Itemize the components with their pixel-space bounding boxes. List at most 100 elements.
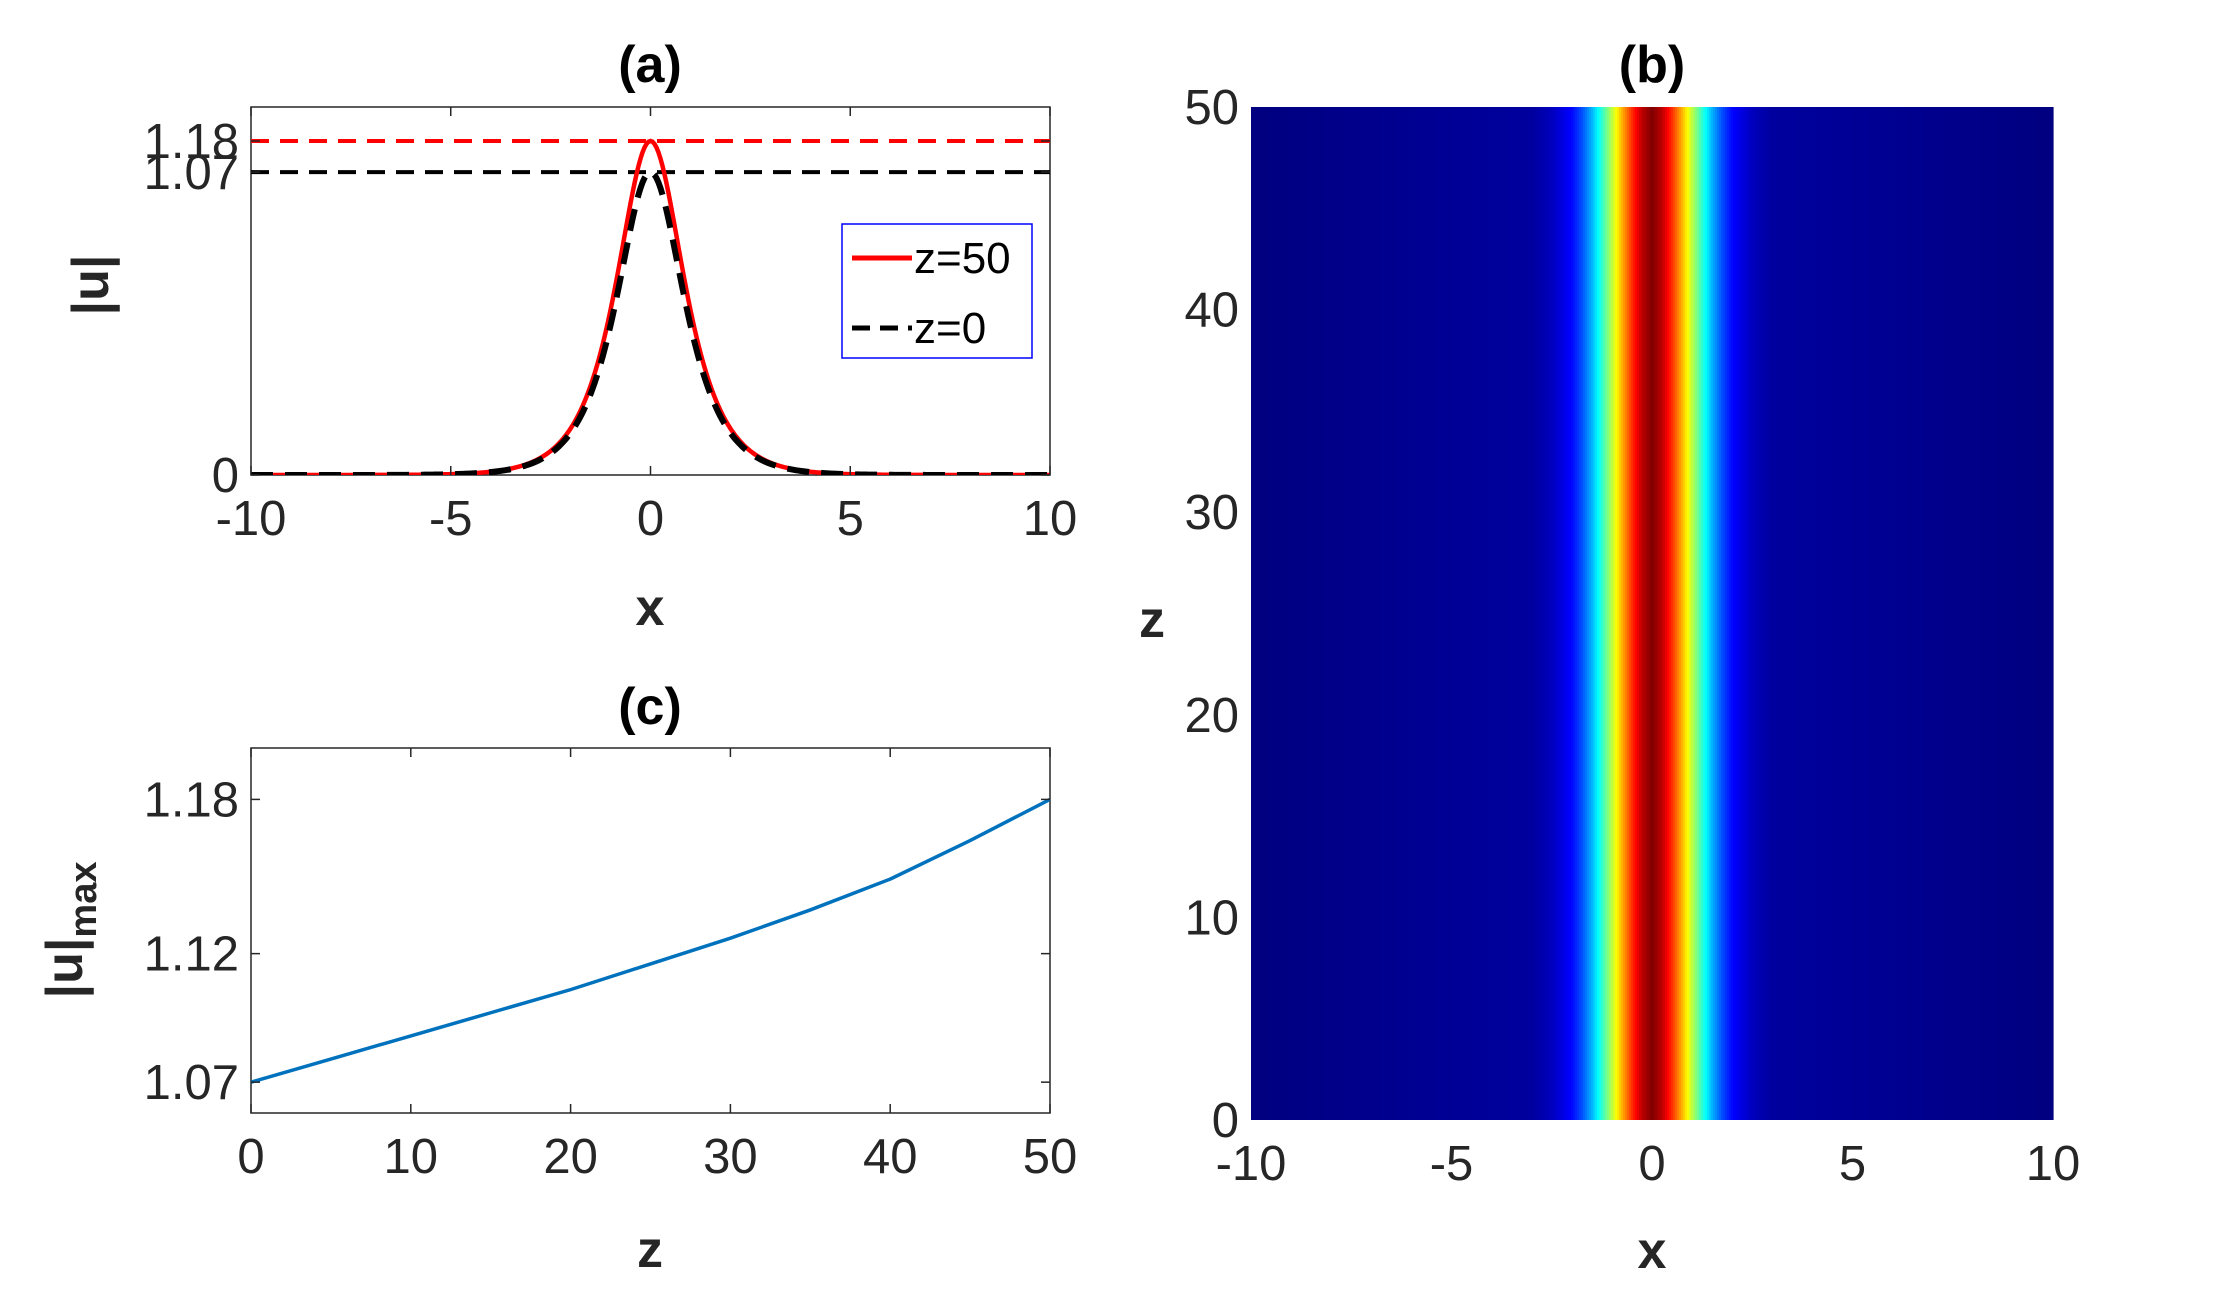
heatmap-column (1943, 107, 1946, 1120)
heatmap-column (1835, 107, 1838, 1120)
heatmap-column (1987, 107, 1990, 1120)
x-tick-label: 20 (543, 1130, 598, 1184)
heatmap-column (1375, 107, 1378, 1120)
heatmap-column (1765, 107, 1768, 1120)
heatmap-column (1811, 107, 1814, 1120)
heatmap-column (1423, 107, 1426, 1120)
heatmap-column (1473, 107, 1476, 1120)
heatmap-column (1843, 107, 1846, 1120)
heatmap-column (1341, 107, 1344, 1120)
heatmap-column (1465, 107, 1468, 1120)
heatmap-column (1311, 107, 1314, 1120)
panel-c: 0 10 20 30 40 50 1.07 1.12 1.18 (c) z |u|max (36, 678, 1077, 1279)
heatmap-column (1419, 107, 1422, 1120)
heatmap-column (1789, 107, 1792, 1120)
heatmap-column (1285, 107, 1288, 1120)
heatmap-column (1841, 107, 1844, 1120)
panel-c-marks (251, 797, 1050, 1084)
heatmap-column (1723, 107, 1726, 1120)
heatmap-column (1837, 107, 1840, 1120)
heatmap-column (1581, 107, 1584, 1120)
heatmap-column (1787, 107, 1790, 1120)
heatmap-column (1533, 107, 1536, 1120)
heatmap-column (1415, 107, 1418, 1120)
heatmap-column (2003, 107, 2006, 1120)
heatmap-column (1451, 107, 1454, 1120)
heatmap-column (1619, 107, 1622, 1120)
panel-a-legend: z=50 z=0 (841, 223, 1033, 359)
heatmap-column (1999, 107, 2002, 1120)
heatmap-column (1685, 107, 1688, 1120)
heatmap-column (1805, 107, 1808, 1120)
heatmap-column (2041, 107, 2044, 1120)
x-tick-label: 5 (1839, 1137, 1866, 1191)
heatmap-column (1671, 107, 1674, 1120)
heatmap-column (1303, 107, 1306, 1120)
heatmap-column (1861, 107, 1864, 1120)
svg-text:|u|max: |u|max (36, 862, 105, 999)
heatmap-column (1469, 107, 1472, 1120)
heatmap-column (1823, 107, 1826, 1120)
heatmap-column (1585, 107, 1588, 1120)
heatmap-column (1981, 107, 1984, 1120)
heatmap-column (1903, 107, 1906, 1120)
heatmap-column (1731, 107, 1734, 1120)
heatmap-column (1621, 107, 1624, 1120)
heatmap-column (1365, 107, 1368, 1120)
heatmap-column (1327, 107, 1330, 1120)
heatmap-column (1967, 107, 1970, 1120)
heatmap-column (1301, 107, 1304, 1120)
y-tick-label: 1.07 (144, 146, 239, 200)
heatmap-column (1853, 107, 1856, 1120)
heatmap-column (2031, 107, 2034, 1120)
heatmap-column (1485, 107, 1488, 1120)
panel-b-ylabel: z (1139, 591, 1165, 649)
heatmap-column (1693, 107, 1696, 1120)
heatmap-column (1273, 107, 1276, 1120)
heatmap-column (1307, 107, 1310, 1120)
heatmap-column (1271, 107, 1274, 1120)
heatmap-column (1403, 107, 1406, 1120)
heatmap-column (1625, 107, 1628, 1120)
heatmap-column (1937, 107, 1940, 1120)
heatmap-column (1491, 107, 1494, 1120)
heatmap-column (1539, 107, 1542, 1120)
heatmap-column (1401, 107, 1404, 1120)
heatmap-column (1391, 107, 1394, 1120)
heatmap-column (1905, 107, 1908, 1120)
heatmap-column (1429, 107, 1432, 1120)
heatmap-column (1915, 107, 1918, 1120)
heatmap-column (1259, 107, 1262, 1120)
heatmap-column (1433, 107, 1436, 1120)
heatmap-column (1317, 107, 1320, 1120)
heatmap-column (1543, 107, 1546, 1120)
heatmap-column (1361, 107, 1364, 1120)
heatmap-column (1677, 107, 1680, 1120)
heatmap-column (1459, 107, 1462, 1120)
heatmap-column (1911, 107, 1914, 1120)
heatmap-column (1509, 107, 1512, 1120)
y-tick-label: 50 (1184, 81, 1239, 135)
legend-label-z0: z=0 (914, 304, 986, 353)
heatmap-column (1613, 107, 1616, 1120)
heatmap-column (1577, 107, 1580, 1120)
heatmap-column (1983, 107, 1986, 1120)
heatmap-column (1557, 107, 1560, 1120)
heatmap-column (1679, 107, 1682, 1120)
heatmap-column (1413, 107, 1416, 1120)
heatmap-column (1457, 107, 1460, 1120)
heatmap-column (1851, 107, 1854, 1120)
heatmap-column (2011, 107, 2014, 1120)
y-tick-label: 40 (1184, 284, 1239, 338)
heatmap-column (1503, 107, 1506, 1120)
heatmap-column (1991, 107, 1994, 1120)
heatmap-column (1681, 107, 1684, 1120)
heatmap-column (1949, 107, 1952, 1120)
heatmap-column (2001, 107, 2004, 1120)
heatmap-column (1369, 107, 1372, 1120)
heatmap-column (1713, 107, 1716, 1120)
x-tick-label: -10 (216, 492, 287, 546)
heatmap-column (1405, 107, 1408, 1120)
heatmap-column (1741, 107, 1744, 1120)
heatmap-column (1477, 107, 1480, 1120)
